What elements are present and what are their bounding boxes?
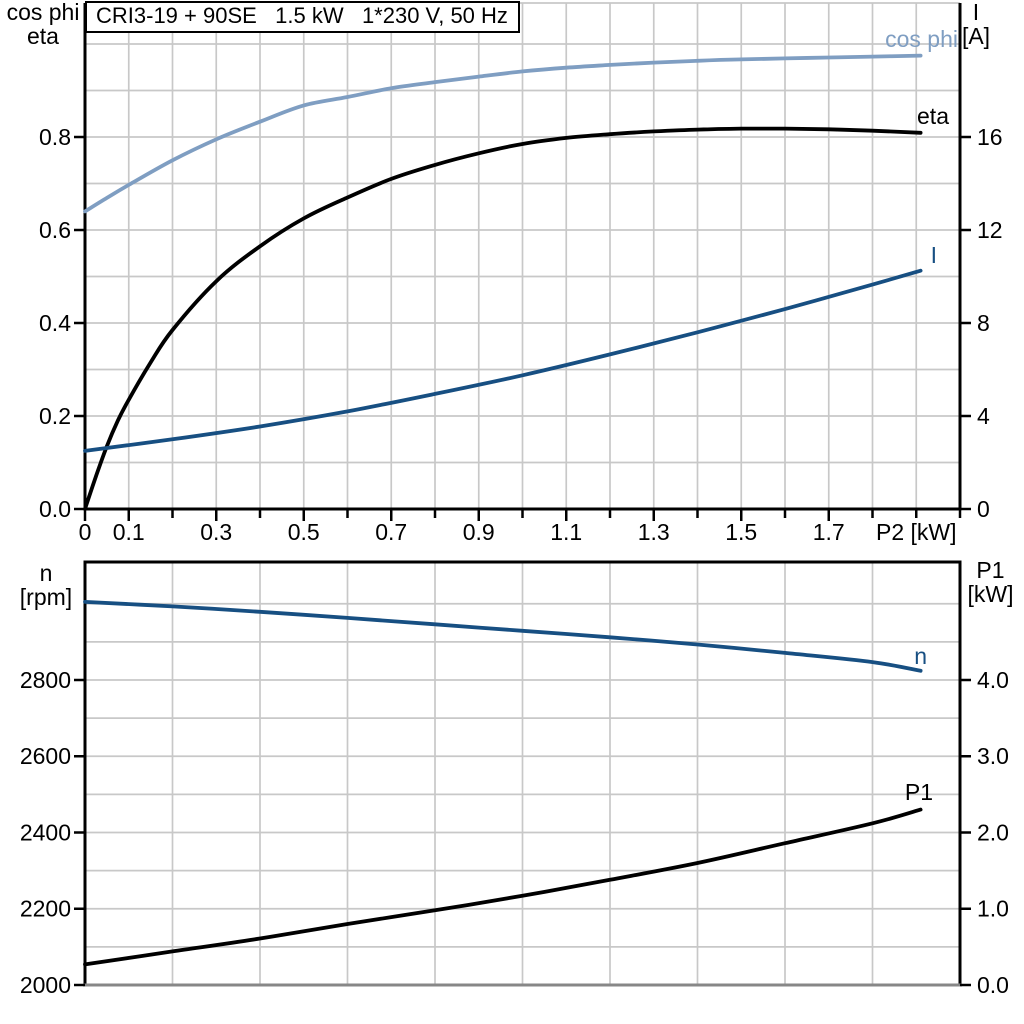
right-tick-label: 0 — [977, 496, 990, 522]
x-tick-label: 0.5 — [288, 519, 320, 545]
eta-curve-label: eta — [917, 103, 949, 129]
top-right-axis-header: I [A] — [950, 0, 1002, 48]
x-tick-label: 0.1 — [113, 519, 145, 545]
right-tick-label: 16 — [977, 124, 1003, 150]
p1-curve-label: P1 — [904, 779, 933, 805]
curve-cos-phi — [83, 53, 923, 214]
left-axis-title-line1: cos phi — [6, 0, 80, 25]
right-tick-label: 12 — [977, 217, 1003, 243]
left-tick-label: 2200 — [20, 896, 71, 922]
left-tick-label: 0.4 — [39, 310, 71, 336]
x-tick-label: 1.7 — [813, 519, 845, 545]
x-tick-label: 0.7 — [375, 519, 407, 545]
curve-eta — [83, 126, 923, 511]
right-axis-title-line1: I — [972, 0, 980, 25]
left-axis-title-line2: eta — [27, 23, 59, 49]
x-tick-label: 1.1 — [550, 519, 582, 545]
left-tick-label: 2000 — [20, 972, 71, 998]
bottom-right-axis-header: P1 [kW] — [963, 558, 1018, 606]
n-axis-title-line1: n — [39, 560, 53, 586]
x-tick-label: 0 — [79, 519, 92, 545]
right-tick-label: 2.0 — [977, 819, 1009, 845]
p1-axis-title-line2: [kW] — [967, 581, 1014, 607]
p1-axis-title-line1: P1 — [976, 557, 1005, 583]
cos-phi-curve-label: cos phi — [885, 26, 958, 52]
right-tick-label: 0.0 — [977, 972, 1009, 998]
bottom-left-axis-header: n [rpm] — [6, 561, 86, 609]
i-curve-label: I — [930, 242, 937, 268]
x-tick-label: 0.3 — [200, 519, 232, 545]
left-tick-label: 2800 — [20, 667, 71, 693]
n-axis-title-line2: [rpm] — [19, 584, 73, 610]
x-axis-label: P2 [kW] — [876, 519, 957, 545]
right-axis-title-line2: [A] — [961, 23, 991, 49]
curve-i — [83, 268, 923, 453]
x-tick-label: 1.3 — [638, 519, 670, 545]
x-tick-label: 0.9 — [463, 519, 495, 545]
left-tick-label: 0.8 — [39, 124, 71, 150]
right-tick-label: 1.0 — [977, 896, 1009, 922]
chart-title-box: CRI3-19 + 90SE 1.5 kW 1*230 V, 50 Hz — [85, 1, 520, 33]
left-tick-label: 2400 — [20, 819, 71, 845]
right-tick-label: 3.0 — [977, 743, 1009, 769]
left-tick-label: 0.0 — [39, 496, 71, 522]
left-tick-label: 0.6 — [39, 217, 71, 243]
left-tick-label: 0.2 — [39, 403, 71, 429]
left-tick-label: 2600 — [20, 743, 71, 769]
right-tick-label: 4 — [977, 403, 990, 429]
right-tick-label: 8 — [977, 310, 990, 336]
curve-p1 — [83, 807, 923, 967]
x-tick-label: 1.5 — [725, 519, 757, 545]
n-curve-label: n — [914, 643, 927, 669]
right-tick-label: 4.0 — [977, 667, 1009, 693]
top-left-axis-header: cos phi eta — [4, 0, 82, 48]
curve-n — [83, 599, 923, 673]
